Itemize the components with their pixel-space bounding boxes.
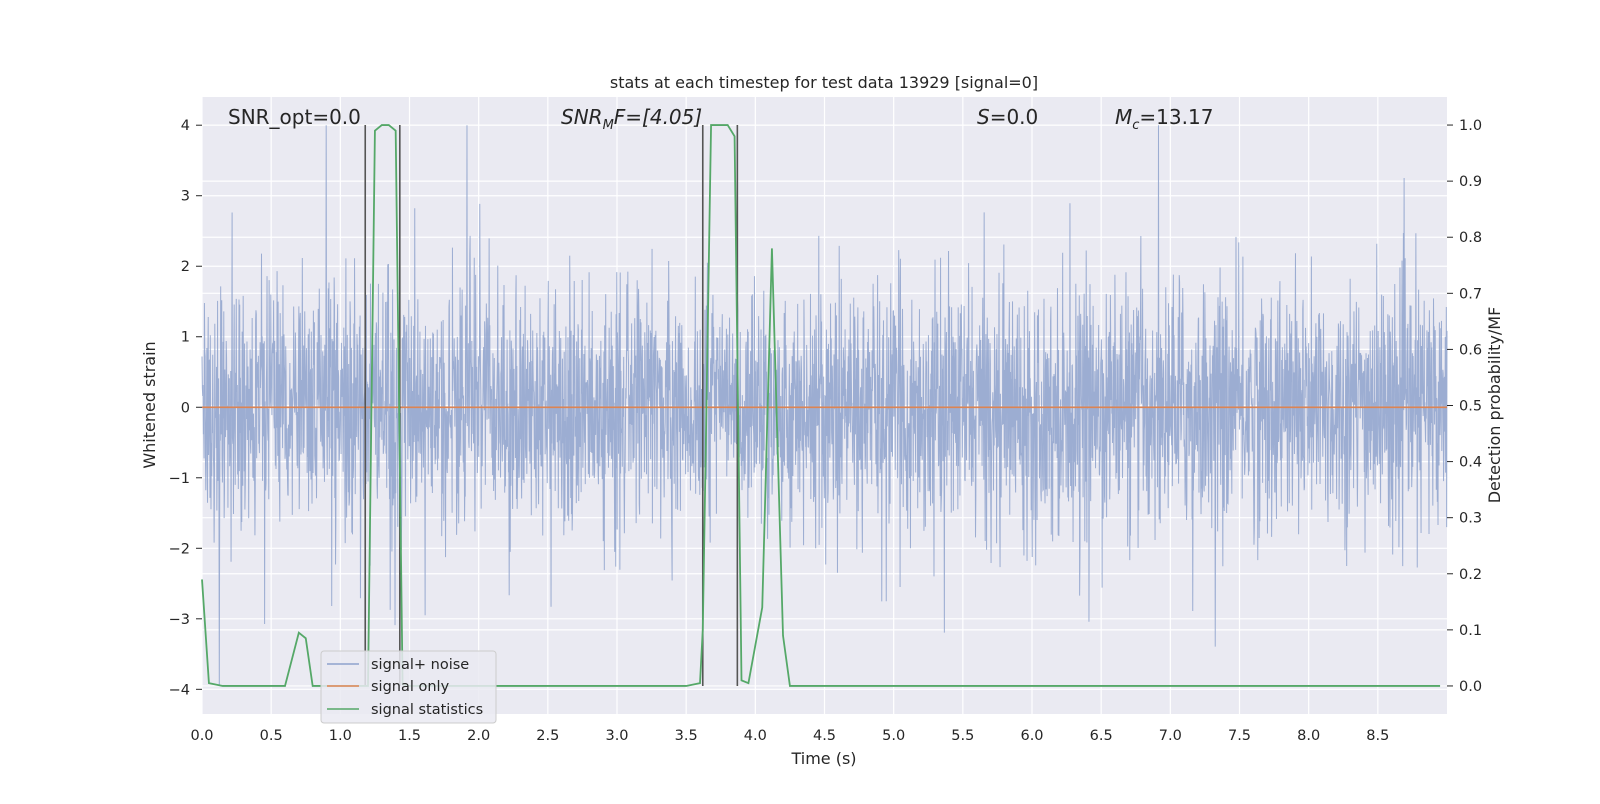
annotation-snr-mf: SNRMF=[4.05] xyxy=(561,105,702,133)
annotation-s-rest: =0.0 xyxy=(990,105,1039,129)
right-y-tick-label: 0.7 xyxy=(1459,286,1482,302)
right-y-tick-label: 0.1 xyxy=(1459,623,1482,639)
right-y-tick-label: 0.2 xyxy=(1459,567,1482,583)
legend-box xyxy=(320,650,497,724)
legend-label-signal-statistics: signal statistics xyxy=(371,702,483,718)
left-y-tick-label: 3 xyxy=(181,189,190,205)
right-y-tick-label: 0.9 xyxy=(1459,174,1482,190)
left-y-tick-label: 4 xyxy=(181,118,190,134)
x-tick-label: 6.0 xyxy=(1020,728,1043,744)
right-y-tick-label: 0.3 xyxy=(1459,511,1482,527)
right-y-tick-label: 0.5 xyxy=(1459,399,1482,415)
x-axis-label: Time (s) xyxy=(790,749,856,768)
x-tick-label: 7.5 xyxy=(1228,728,1251,744)
series-signal-noise xyxy=(201,125,1448,686)
annotation-snr-opt: SNR_opt=0.0 xyxy=(228,105,361,129)
x-tick-label: 4.5 xyxy=(813,728,836,744)
x-tick-label: 5.0 xyxy=(882,728,905,744)
left-y-axis-label: Whitened strain xyxy=(140,341,159,468)
annotation-snr-mf-rest: F=[4.05] xyxy=(614,105,702,129)
annotation-snr-mf-main: SNR xyxy=(561,105,603,129)
right-y-axis-ticks: 1.0 0.9 0.8 0.7 0.6 0.5 0.4 0.3 0.2 0.1 0.0 xyxy=(1447,118,1482,695)
legend-label-signal-noise: signal+ noise xyxy=(371,657,469,673)
annotation-s-main: S xyxy=(977,105,990,129)
x-tick-label: 8.0 xyxy=(1297,728,1320,744)
annotation-mc-sub: c xyxy=(1132,118,1139,133)
left-y-tick-label: −2 xyxy=(169,541,190,557)
annotation-mc: Mc=13.17 xyxy=(1115,105,1213,133)
x-tick-label: 3.0 xyxy=(605,728,628,744)
x-tick-label: 0.0 xyxy=(190,728,213,744)
x-tick-label: 5.5 xyxy=(951,728,974,744)
x-tick-label: 3.5 xyxy=(675,728,698,744)
annotation-mc-main: M xyxy=(1115,105,1132,129)
x-tick-label: 1.5 xyxy=(398,728,421,744)
right-y-tick-label: 0.8 xyxy=(1459,230,1482,246)
right-y-tick-label: 0.0 xyxy=(1459,679,1482,695)
left-y-tick-label: −3 xyxy=(169,612,190,628)
x-axis-ticks: 0.0 0.5 1.0 1.5 2.0 2.5 3.0 3.5 4.0 4.5 5.0 5.5 6.0 6… xyxy=(190,728,1389,744)
x-tick-label: 7.0 xyxy=(1159,728,1182,744)
x-tick-label: 2.5 xyxy=(536,728,559,744)
right-y-tick-label: 0.6 xyxy=(1459,342,1482,358)
left-y-tick-label: 2 xyxy=(181,259,190,275)
noise-trace xyxy=(201,125,1448,686)
x-tick-label: 6.5 xyxy=(1090,728,1113,744)
annotation-s: S=0.0 xyxy=(977,105,1038,129)
legend-label-signal-only: signal only xyxy=(371,679,450,695)
x-tick-label: 2.0 xyxy=(467,728,490,744)
annotation-snr-mf-sub: M xyxy=(603,118,614,133)
legend: signal+ noise signal only signal statist… xyxy=(320,650,497,724)
annotation-mc-rest: =13.17 xyxy=(1139,105,1213,129)
right-y-tick-label: 0.4 xyxy=(1459,455,1482,471)
x-tick-label: 1.0 xyxy=(329,728,352,744)
left-y-tick-label: −4 xyxy=(169,682,190,698)
right-y-tick-label: 1.0 xyxy=(1459,118,1482,134)
left-y-tick-label: −1 xyxy=(169,471,190,487)
left-y-tick-label: 1 xyxy=(181,330,190,346)
right-y-axis-label: Detection probability/MF xyxy=(1485,307,1504,504)
chart-title: stats at each timestep for test data 139… xyxy=(610,73,1038,92)
x-tick-label: 8.5 xyxy=(1366,728,1389,744)
left-y-tick-label: 0 xyxy=(181,400,190,416)
x-tick-label: 0.5 xyxy=(260,728,283,744)
x-tick-label: 4.0 xyxy=(744,728,767,744)
left-y-axis-ticks: 4 3 2 1 0 −1 −2 −3 −4 xyxy=(169,118,202,698)
